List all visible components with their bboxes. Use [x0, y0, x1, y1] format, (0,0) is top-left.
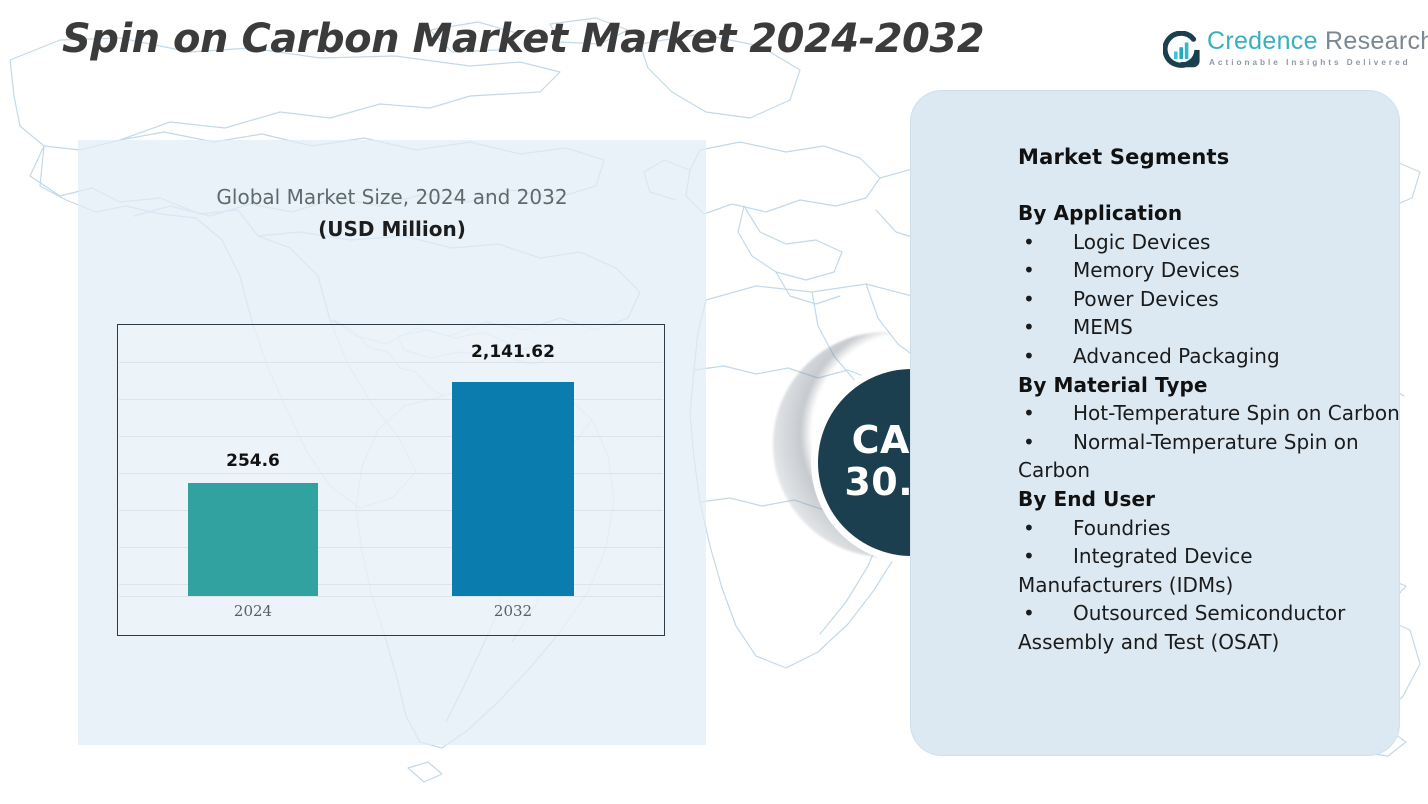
- bullet-icon: •: [1023, 401, 1035, 426]
- segment-group-title: By End User: [1018, 486, 1156, 511]
- list-item: • Outsourced Semiconductor Assembly and …: [1018, 599, 1400, 656]
- bar-2024: [188, 483, 318, 596]
- list-item-label: Hot-Temperature Spin on Carbon: [1073, 401, 1400, 426]
- brand-logo: Credence Research Actionable Insights De…: [1162, 27, 1428, 78]
- page-title: Spin on Carbon Market Market 2024-2032: [62, 16, 985, 62]
- segment-group-material-type: By Material Type • Hot-Temperature Spin …: [1018, 371, 1400, 485]
- brand-name-primary: Credence: [1207, 27, 1318, 55]
- list-item-label: Advanced Packaging: [1073, 343, 1280, 368]
- list-item: • MEMS: [1018, 313, 1400, 342]
- bar-chart: 254.6 2,141.62 2024 2032: [117, 324, 665, 636]
- list-item: • Logic Devices: [1018, 228, 1400, 257]
- market-segments-panel: Market Segments By Application • Logic D…: [910, 90, 1400, 756]
- bar-2032: [452, 382, 574, 596]
- list-item-label: Normal-Temperature Spin on Carbon: [1018, 429, 1359, 483]
- chart-plot-area: 254.6 2,141.62: [118, 325, 664, 596]
- list-item: • Power Devices: [1018, 285, 1400, 314]
- list-item-label: Power Devices: [1073, 286, 1219, 311]
- bullet-icon: •: [1023, 429, 1035, 454]
- bullet-icon: •: [1023, 515, 1035, 540]
- bar-value-label-2024: 254.6: [226, 451, 280, 471]
- list-item: • Integrated Device Manufacturers (IDMs): [1018, 542, 1400, 599]
- x-axis-label-2032: 2032: [493, 602, 533, 620]
- brand-tagline: Actionable Insights Delivered: [1209, 58, 1411, 67]
- brand-name: Credence Research: [1207, 27, 1428, 56]
- x-axis-label-2024: 2024: [233, 602, 273, 620]
- list-item: • Advanced Packaging: [1018, 342, 1400, 371]
- chart-title: Global Market Size, 2024 and 2032: [216, 185, 568, 209]
- bullet-icon: •: [1023, 258, 1035, 283]
- bar-value-label-2032: 2,141.62: [471, 342, 555, 362]
- list-item: • Memory Devices: [1018, 256, 1400, 285]
- chart-subtitle: (USD Million): [318, 217, 466, 241]
- bullet-icon: •: [1023, 315, 1035, 340]
- list-item-label: Memory Devices: [1073, 258, 1240, 283]
- list-item-label: Integrated Device Manufacturers (IDMs): [1018, 544, 1253, 597]
- market-segments-list: By Application • Logic Devices • Memory …: [1018, 199, 1400, 657]
- bullet-icon: •: [1023, 229, 1035, 254]
- bullet-icon: •: [1023, 544, 1035, 569]
- brand-name-secondary: Research: [1317, 27, 1428, 55]
- list-item-label: Outsourced Semiconductor Assembly and Te…: [1018, 601, 1346, 654]
- chart-gridlines: [118, 325, 664, 635]
- list-item: • Hot-Temperature Spin on Carbon: [1018, 399, 1400, 428]
- list-item: • Foundries: [1018, 514, 1400, 543]
- segment-group-title: By Material Type: [1018, 372, 1208, 397]
- bullet-icon: •: [1023, 343, 1035, 368]
- list-item-label: MEMS: [1073, 315, 1133, 340]
- segment-group-title: By Application: [1018, 201, 1183, 225]
- bullet-icon: •: [1023, 286, 1035, 311]
- bullet-icon: •: [1023, 601, 1035, 626]
- segment-group-end-user: By End User • Foundries • Integrated Dev…: [1018, 485, 1400, 657]
- chart-panel: Global Market Size, 2024 and 2032 (USD M…: [78, 140, 706, 745]
- bar-chart-circle-icon: [1162, 30, 1201, 69]
- market-segments-heading: Market Segments: [1018, 145, 1230, 169]
- segment-group-application: By Application • Logic Devices • Memory …: [1018, 199, 1400, 371]
- list-item-label: Logic Devices: [1073, 229, 1211, 254]
- list-item: • Normal-Temperature Spin on Carbon: [1018, 428, 1400, 485]
- list-item-label: Foundries: [1073, 515, 1171, 540]
